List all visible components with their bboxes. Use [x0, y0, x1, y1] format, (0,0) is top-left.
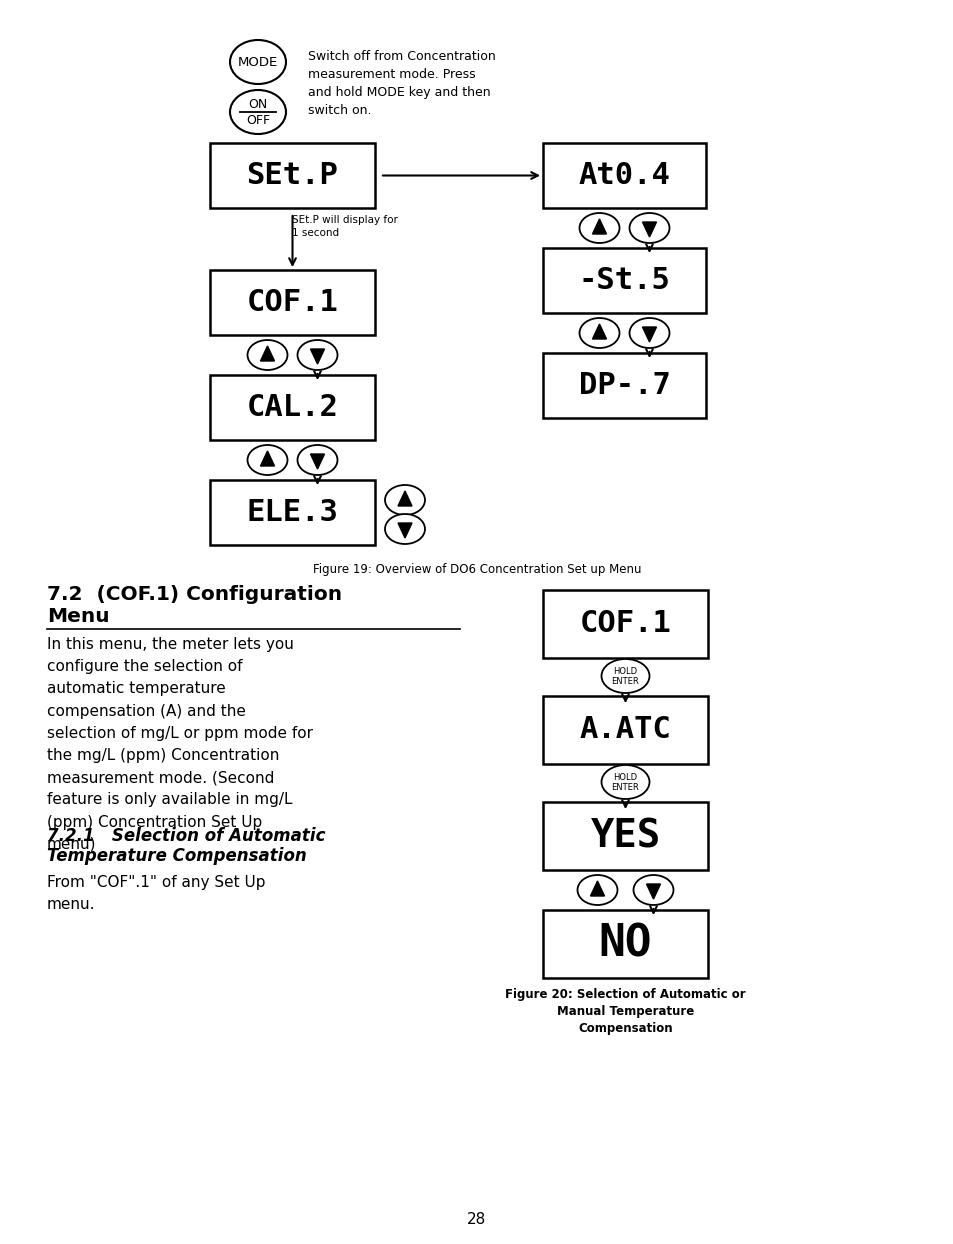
Text: OFF: OFF [246, 114, 270, 127]
Polygon shape [397, 491, 412, 506]
Bar [210, 143, 375, 208]
Ellipse shape [578, 213, 618, 243]
Text: Figure 19: Overview of DO6 Concentration Set up Menu: Figure 19: Overview of DO6 Concentration… [313, 564, 640, 576]
Ellipse shape [247, 445, 287, 475]
Bar [542, 143, 705, 208]
Text: SEt.P: SEt.P [246, 160, 338, 190]
Ellipse shape [601, 659, 649, 693]
Bar [210, 480, 375, 545]
Ellipse shape [633, 875, 673, 904]
Text: ENTER: ENTER [611, 782, 639, 791]
Polygon shape [310, 350, 324, 364]
Polygon shape [646, 884, 659, 899]
Ellipse shape [578, 318, 618, 348]
Text: NO: NO [598, 923, 652, 965]
Polygon shape [590, 881, 604, 896]
Text: CAL.2: CAL.2 [246, 393, 338, 422]
Ellipse shape [629, 213, 669, 243]
Polygon shape [641, 327, 656, 342]
Bar [210, 270, 375, 335]
Ellipse shape [297, 340, 337, 369]
Text: 28: 28 [467, 1213, 486, 1228]
Text: From "COF".1" of any Set Up
menu.: From "COF".1" of any Set Up menu. [47, 875, 265, 912]
Text: ON: ON [248, 97, 268, 111]
Text: DP-.7: DP-.7 [578, 371, 670, 401]
Polygon shape [592, 323, 606, 340]
Bar [542, 802, 707, 870]
Text: ELE.3: ELE.3 [246, 498, 338, 527]
Ellipse shape [577, 875, 617, 904]
Ellipse shape [385, 485, 424, 515]
Bar [542, 911, 707, 978]
Ellipse shape [601, 765, 649, 799]
Text: ENTER: ENTER [611, 677, 639, 685]
Polygon shape [397, 522, 412, 537]
Bar [542, 695, 707, 764]
Text: Temperature Compensation: Temperature Compensation [47, 847, 307, 865]
Ellipse shape [385, 514, 424, 544]
Text: A.ATC: A.ATC [579, 715, 671, 744]
Polygon shape [641, 221, 656, 238]
Bar [542, 353, 705, 418]
Text: Switch off from Concentration
measurement mode. Press
and hold MODE key and then: Switch off from Concentration measuremen… [308, 50, 496, 117]
Ellipse shape [247, 340, 287, 369]
Text: COF.1: COF.1 [579, 610, 671, 638]
Text: MODE: MODE [237, 56, 278, 68]
Text: 7.2.1   Selection of Automatic: 7.2.1 Selection of Automatic [47, 827, 325, 845]
Ellipse shape [629, 318, 669, 348]
Text: -St.5: -St.5 [578, 266, 670, 295]
Text: SEt.P will display for
1 second: SEt.P will display for 1 second [292, 215, 397, 238]
Polygon shape [592, 219, 606, 234]
Text: COF.1: COF.1 [246, 289, 338, 317]
Polygon shape [310, 454, 324, 469]
Ellipse shape [230, 40, 286, 85]
Polygon shape [260, 346, 274, 361]
Text: In this menu, the meter lets you
configure the selection of
automatic temperatur: In this menu, the meter lets you configu… [47, 637, 313, 852]
Text: 7.2  (COF.1) Configuration: 7.2 (COF.1) Configuration [47, 585, 342, 605]
Text: HOLD: HOLD [613, 773, 637, 781]
Ellipse shape [230, 90, 286, 134]
Bar [210, 374, 375, 440]
Bar [542, 590, 707, 658]
Text: YES: YES [590, 817, 659, 855]
Text: HOLD: HOLD [613, 667, 637, 675]
Text: Figure 20: Selection of Automatic or
Manual Temperature
Compensation: Figure 20: Selection of Automatic or Man… [505, 988, 745, 1035]
Text: Menu: Menu [47, 607, 110, 626]
Polygon shape [260, 452, 274, 466]
Text: At0.4: At0.4 [578, 160, 670, 190]
Bar [542, 248, 705, 313]
Ellipse shape [297, 445, 337, 475]
